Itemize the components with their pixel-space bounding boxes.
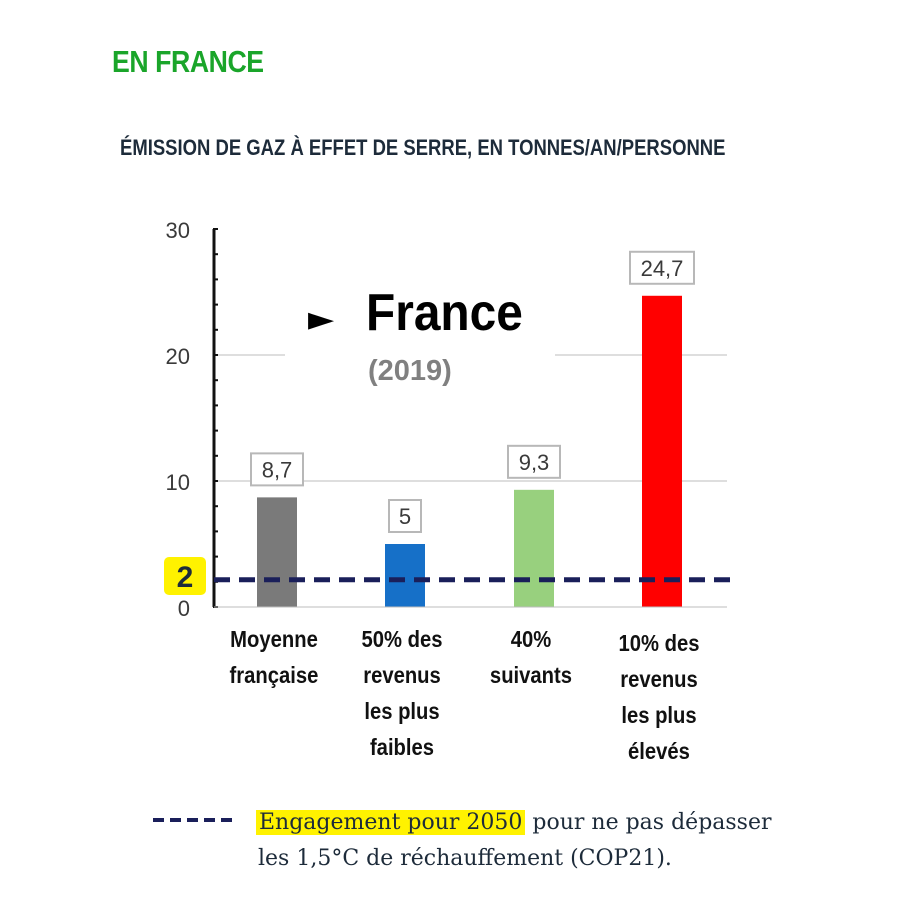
bar xyxy=(385,544,425,607)
x-category-label: les plus xyxy=(621,702,696,729)
data-label-box xyxy=(507,444,561,479)
x-category-label: Moyenne xyxy=(230,626,318,653)
x-category-label: 40% xyxy=(511,626,552,653)
legend-rest: pour ne pas dépasser xyxy=(525,810,772,835)
reference-label: 2 xyxy=(177,561,194,594)
x-category-label: 10% des xyxy=(619,630,700,657)
data-label: 8,7 xyxy=(262,457,293,482)
annotation-title: France xyxy=(366,283,523,341)
data-label-box xyxy=(388,499,422,533)
y-tick-label: 0 xyxy=(178,596,190,621)
bar-chart: 0 10 20 30 8,7 5 9,3 24,7 Moyenne française 50% de… xyxy=(164,218,736,765)
annotation-arrow: ► xyxy=(308,299,335,339)
data-label-box xyxy=(250,452,304,487)
x-category-label: suivants xyxy=(490,662,572,689)
bar xyxy=(257,497,297,607)
annotation-subtitle: (2019) xyxy=(368,355,452,387)
chart-title: ÉMISSION DE GAZ À EFFET DE SERRE, EN TON… xyxy=(120,135,726,160)
x-category-label: faibles xyxy=(370,734,434,761)
x-category-label: revenus xyxy=(620,666,698,693)
x-category-label: 50% des xyxy=(362,626,443,653)
y-tick-label: 10 xyxy=(166,470,190,495)
data-label: 24,7 xyxy=(641,256,684,281)
legend-dashed-line xyxy=(153,818,233,822)
x-category-label: les plus xyxy=(364,698,439,725)
legend-text: Engagement pour 2050 pour ne pas dépasse… xyxy=(256,805,816,877)
data-label-box xyxy=(629,250,695,285)
y-tick-label: 30 xyxy=(166,218,190,243)
data-label: 9,3 xyxy=(519,450,550,475)
region-heading: EN FRANCE xyxy=(112,44,264,79)
bar xyxy=(642,295,682,607)
y-tick-label: 20 xyxy=(166,344,190,369)
bar xyxy=(514,489,554,607)
x-category-label: élevés xyxy=(628,738,690,765)
x-category-label: française xyxy=(230,662,319,689)
legend-highlight: Engagement pour 2050 xyxy=(256,810,526,835)
legend-line2: les 1,5°C de réchauffement (COP21). xyxy=(258,846,672,871)
data-label: 5 xyxy=(399,504,411,529)
reference-label-highlight xyxy=(164,557,206,595)
x-category-label: revenus xyxy=(363,662,441,689)
